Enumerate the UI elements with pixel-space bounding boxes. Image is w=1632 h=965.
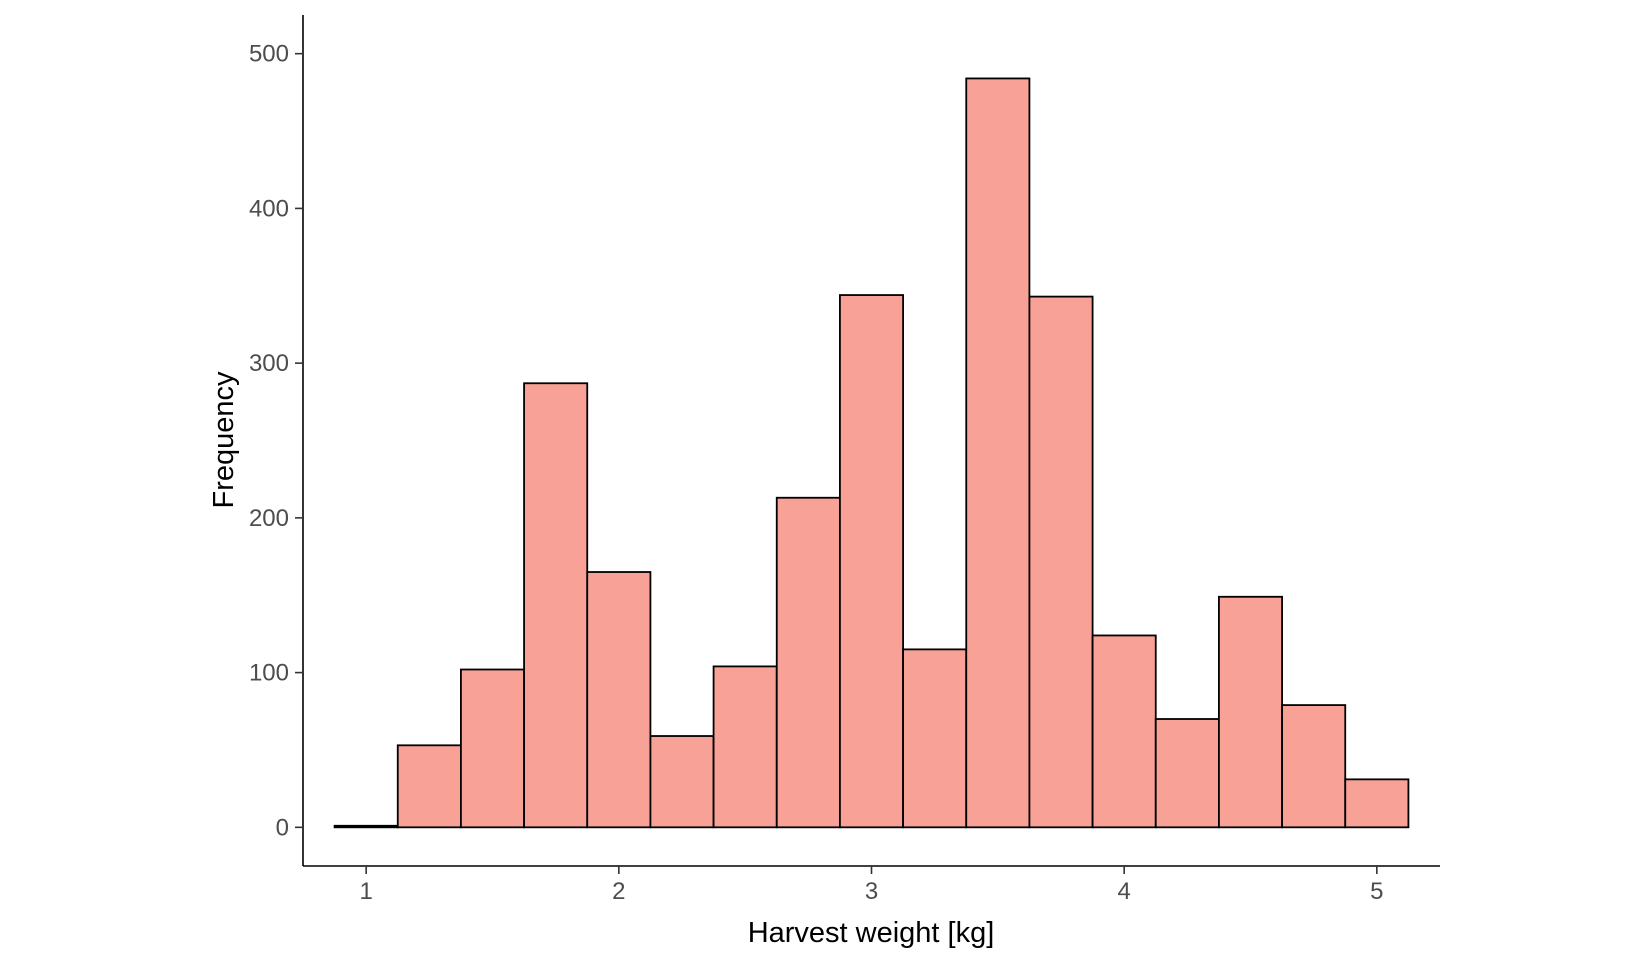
histogram-bar-6 <box>649 735 715 829</box>
y-tick-label-100: 100 <box>249 660 289 687</box>
x-tick-label-2: 2 <box>612 878 625 905</box>
histogram-bar-3 <box>460 668 525 829</box>
y-ticks-layer: 0 100 200 300 400 500 <box>249 41 303 841</box>
y-axis-title: Frequency <box>208 371 240 509</box>
x-tick-label-1: 1 <box>359 878 372 905</box>
histogram-bar-16 <box>1281 704 1347 829</box>
histogram-bar-17 <box>1344 778 1410 829</box>
x-tick-label-3: 3 <box>865 878 878 905</box>
x-tick-label-4: 4 <box>1117 878 1130 905</box>
y-tick-label-200: 200 <box>249 505 289 532</box>
histogram-bar-11 <box>965 77 1031 829</box>
histogram-bar-14 <box>1154 718 1220 829</box>
x-tick-label-5: 5 <box>1370 878 1383 905</box>
histogram-bar-13 <box>1091 634 1157 829</box>
histogram-bar-9 <box>839 294 904 829</box>
histogram-bar-12 <box>1028 295 1094 829</box>
histogram-bar-15 <box>1218 595 1283 829</box>
bars-layer <box>333 77 1410 829</box>
y-tick-label-400: 400 <box>249 195 289 222</box>
histogram-bar-4 <box>523 382 589 829</box>
histogram-bar-2 <box>396 744 462 829</box>
histogram-bar-10 <box>902 648 968 829</box>
histogram-bar-7 <box>712 665 778 829</box>
histogram-bar-1 <box>333 824 399 829</box>
histogram-bar-8 <box>775 496 841 829</box>
histogram-bar-5 <box>586 571 652 829</box>
x-ticks-layer: 1 2 3 4 5 <box>359 866 1384 905</box>
y-tick-label-300: 300 <box>249 350 289 377</box>
y-tick-label-0: 0 <box>276 814 289 841</box>
y-tick-label-500: 500 <box>249 41 289 68</box>
x-axis-title: Harvest weight [kg] <box>748 917 995 949</box>
